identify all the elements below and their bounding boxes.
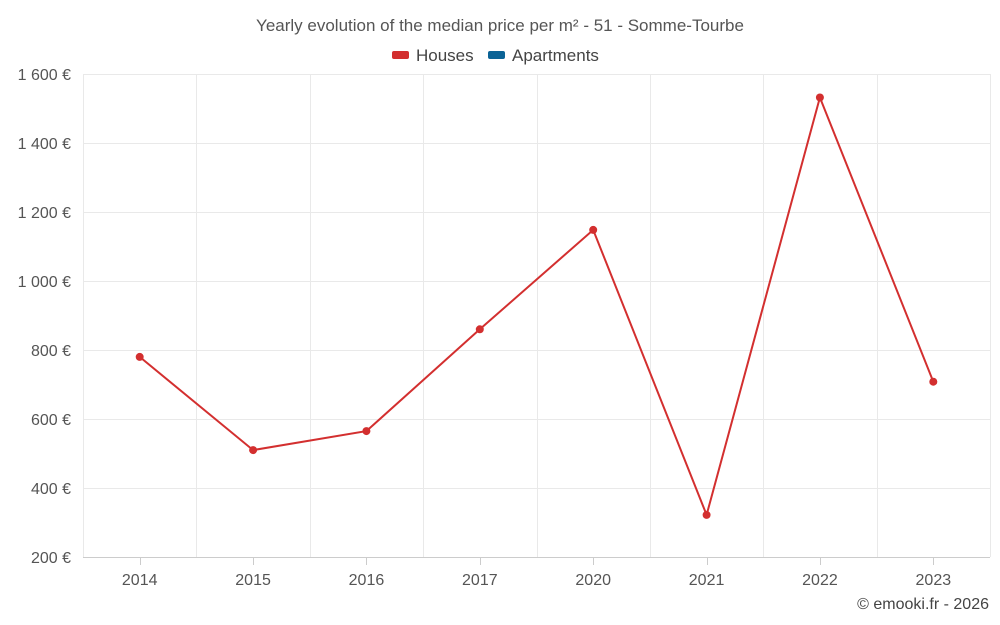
x-tick-label: 2015 <box>235 572 271 589</box>
data-point-houses[interactable] <box>929 377 938 386</box>
y-gridlines <box>83 74 990 489</box>
data-point-houses[interactable] <box>589 225 598 234</box>
series-line-houses <box>139 94 935 519</box>
legend-item-apartments[interactable]: Apartments <box>488 46 599 65</box>
legend-label-apartments: Apartments <box>512 46 599 65</box>
legend: Houses Apartments <box>392 46 599 65</box>
y-tick-label: 1 600 € <box>18 67 71 84</box>
legend-label-houses: Houses <box>416 46 474 65</box>
legend-swatch-houses <box>392 51 409 59</box>
x-gridlines <box>83 74 991 557</box>
chart-title: Yearly evolution of the median price per… <box>256 16 744 35</box>
data-point-houses[interactable] <box>362 427 371 436</box>
x-tick-label: 2023 <box>916 572 952 589</box>
data-point-houses[interactable] <box>249 446 258 455</box>
x-tick-label: 2016 <box>349 572 385 589</box>
y-axis-ticks: 200 € 400 € 600 € 800 € 1 000 € 1 200 € 1 400 … <box>18 67 71 567</box>
y-tick-label: 600 € <box>31 412 71 429</box>
y-tick-label: 1 400 € <box>18 136 71 153</box>
series-layer <box>135 93 938 519</box>
credit-text: © emooki.fr - 2026 <box>857 596 989 613</box>
y-tick-label: 400 € <box>31 481 71 498</box>
legend-swatch-apartments <box>488 51 505 59</box>
x-tick-label: 2020 <box>575 572 611 589</box>
y-tick-label: 1 200 € <box>18 205 71 222</box>
x-tick-label: 2022 <box>802 572 838 589</box>
data-point-houses[interactable] <box>475 325 484 334</box>
y-tick-label: 1 000 € <box>18 274 71 291</box>
y-tick-label: 800 € <box>31 343 71 360</box>
data-point-houses[interactable] <box>135 352 144 361</box>
x-axis-ticks: 2014 2015 2016 2017 2020 2021 2022 2023 <box>122 557 951 589</box>
y-tick-label: 200 € <box>31 550 71 567</box>
x-tick-label: 2017 <box>462 572 498 589</box>
data-point-houses[interactable] <box>702 510 711 519</box>
legend-item-houses[interactable]: Houses <box>392 46 474 65</box>
data-point-houses[interactable] <box>815 93 824 102</box>
x-tick-label: 2021 <box>689 572 725 589</box>
x-tick-label: 2014 <box>122 572 158 589</box>
